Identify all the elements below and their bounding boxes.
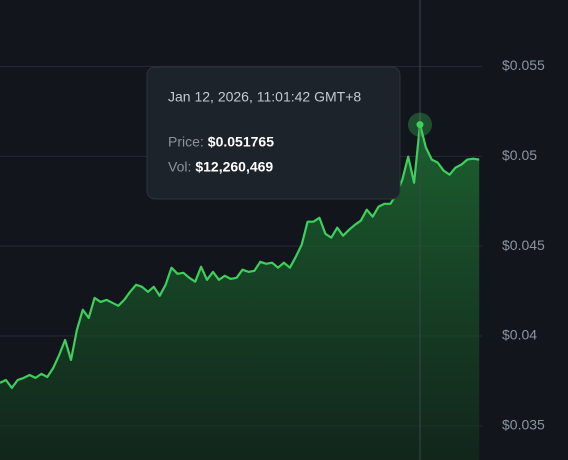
- hover-point: [416, 121, 424, 129]
- tooltip-price: $0.051765: [208, 134, 274, 150]
- y-tick-label: $0.04: [502, 327, 537, 343]
- y-tick-label: $0.045: [502, 237, 545, 253]
- tooltip-vol: $12,260,469: [195, 159, 273, 175]
- tooltip-box: [146, 66, 401, 200]
- y-tick-label: $0.05: [502, 147, 537, 163]
- area: [0, 124, 480, 460]
- y-tick-label: $0.035: [502, 417, 545, 433]
- tooltip-time: Jan 12, 2026, 11:01:42 GMT+8: [168, 89, 361, 105]
- tooltip-vol-label: Vol:: [168, 159, 191, 175]
- tooltip-price-label: Price:: [168, 134, 204, 150]
- y-tick-label: $0.055: [502, 57, 545, 73]
